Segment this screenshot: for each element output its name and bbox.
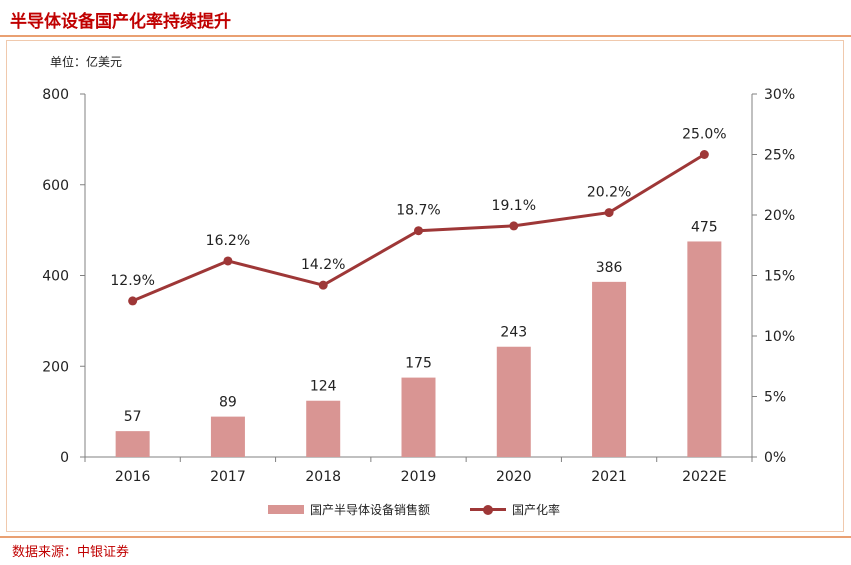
line-value-label: 14.2% (301, 257, 345, 273)
bar (687, 241, 722, 457)
y-right-tick-label: 0% (764, 450, 786, 466)
x-tick-label: 2018 (305, 469, 341, 485)
chart-frame (6, 40, 844, 532)
y-left-tick-label: 200 (42, 359, 69, 375)
line-value-label: 18.7% (396, 203, 440, 219)
bar-value-label: 475 (691, 219, 718, 235)
legend-swatch-bar (268, 505, 304, 514)
x-tick-label: 2016 (115, 469, 151, 485)
line-value-label: 20.2% (587, 185, 631, 201)
y-right-tick-label: 5% (764, 390, 786, 406)
bar-value-label: 386 (596, 260, 623, 276)
bar-value-label: 57 (124, 409, 142, 425)
legend-label-line: 国产化率 (512, 503, 561, 517)
line-point (604, 208, 614, 218)
bar-value-label: 89 (219, 395, 237, 411)
bar (210, 416, 245, 457)
legend: 国产半导体设备销售额 国产化率 (0, 501, 851, 521)
y-right-tick-label: 15% (764, 269, 795, 285)
x-tick-label: 2022E (682, 469, 726, 485)
line-value-label: 16.2% (206, 233, 250, 249)
line-value-label: 19.1% (492, 198, 536, 214)
footer-divider (0, 536, 851, 538)
x-tick-label: 2019 (401, 469, 437, 485)
x-tick-label: 2017 (210, 469, 246, 485)
legend-item-bar: 国产半导体设备销售额 (268, 501, 430, 518)
x-tick-label: 2021 (591, 469, 627, 485)
unit-label: 单位：亿美元 (50, 55, 123, 69)
legend-label-bar: 国产半导体设备销售额 (310, 503, 431, 517)
title-bar: 半导体设备国产化率持续提升 (0, 0, 851, 37)
y-right-tick-label: 20% (764, 208, 795, 224)
bar (306, 400, 341, 457)
bar (496, 346, 531, 457)
bar-value-label: 175 (405, 356, 432, 372)
y-left-tick-label: 600 (42, 178, 69, 194)
bar (115, 431, 150, 457)
y-right-tick-label: 10% (764, 329, 795, 345)
source-note: 数据来源：中银证券 (12, 545, 130, 560)
legend-item-line: 国产化率 (470, 501, 560, 518)
y-left-tick-label: 400 (42, 269, 69, 285)
line-point (699, 150, 709, 159)
y-right-tick-label: 25% (764, 148, 795, 164)
bar (401, 377, 436, 457)
y-right-tick-label: 30% (764, 87, 795, 103)
line-point (414, 226, 423, 236)
bar (592, 281, 627, 457)
x-tick-label: 2020 (496, 469, 532, 485)
page-title: 半导体设备国产化率持续提升 (10, 12, 231, 32)
bar-value-label: 243 (500, 325, 527, 341)
line-point (223, 256, 233, 266)
line-point (318, 280, 328, 290)
y-left-tick-label: 0 (60, 450, 69, 466)
line-value-label: 12.9% (110, 273, 154, 289)
line-point (509, 221, 519, 231)
bar-value-label: 124 (310, 379, 337, 395)
line-value-label: 25.0% (682, 127, 726, 143)
legend-swatch-line (470, 504, 506, 515)
y-left-tick-label: 800 (42, 87, 69, 103)
line-point (128, 296, 138, 306)
